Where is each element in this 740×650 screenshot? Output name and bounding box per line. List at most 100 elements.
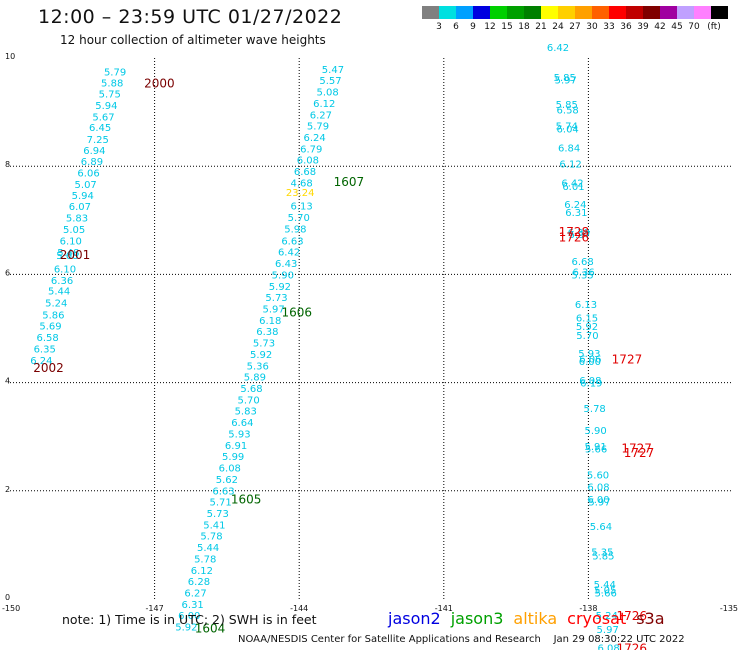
wave-height-value: 5.92	[250, 350, 272, 361]
y-tick-label: 4	[5, 377, 10, 386]
wave-height-value: 5.73	[207, 509, 229, 520]
wave-height-value: 6.89	[81, 157, 103, 168]
page-title: 12:00 – 23:59 UTC 01/27/2022	[38, 6, 343, 28]
wave-height-value: 5.90	[584, 426, 606, 437]
wave-height-value: 6.63	[212, 486, 234, 497]
pass-time-label: 1604	[195, 622, 226, 636]
wave-height-value: 5.44	[48, 287, 70, 298]
color-scale-label: 12	[484, 22, 496, 32]
pass-time-label: 1606	[282, 306, 313, 320]
color-scale-label: (ft)	[707, 22, 721, 32]
wave-height-value: 6.28	[188, 577, 210, 588]
wave-height-value: 6.00	[579, 357, 601, 368]
color-swatch	[694, 6, 711, 19]
wave-height-value: 5.89	[244, 373, 266, 384]
color-scale-label: 18	[518, 22, 530, 32]
wave-height-value: 5.88	[101, 78, 123, 89]
map-grid	[10, 58, 733, 599]
color-scale-label: 15	[501, 22, 513, 32]
y-tick-label: 6	[5, 268, 10, 277]
wave-height-value: 5.85	[592, 552, 614, 563]
wave-height-value: 6.06	[579, 354, 601, 365]
color-swatch	[456, 6, 473, 19]
source-credit: NOAA/NESDIS Center for Satellite Applica…	[238, 634, 685, 645]
pass-time-label: 1727	[612, 352, 643, 366]
pass-time-label: 2002	[33, 361, 64, 375]
wave-height-value: 6.94	[83, 146, 105, 157]
color-swatch	[643, 6, 660, 19]
wave-height-observations: 5.795.885.755.945.676.457.256.946.896.06…	[30, 43, 620, 650]
satellite-legend: jason2 jason3 altika cryosat s3a	[388, 609, 675, 628]
wave-height-value: 5.94	[72, 191, 94, 202]
wave-height-value: 5.66	[585, 445, 607, 456]
legend-item-jason2: jason2	[388, 609, 441, 628]
wave-height-value: 5.98	[284, 224, 306, 235]
wave-height-value: 6.08	[598, 644, 620, 650]
y-tick-label: 0	[5, 593, 10, 602]
pass-time-label: 1726	[559, 231, 590, 245]
x-tick-label: -147	[146, 604, 164, 613]
wave-height-value: 5.70	[288, 213, 310, 224]
wave-height-value: 6.84	[558, 143, 580, 154]
wave-height-value: 6.45	[89, 123, 111, 134]
axis-ticks: -150 -147 -144 -141 -138 -135 0 2 4 6 8 10	[2, 52, 738, 613]
color-swatch	[439, 6, 456, 19]
x-tick-label: -138	[579, 604, 597, 613]
wave-height-value: 6.12	[191, 566, 213, 577]
color-swatch	[677, 6, 694, 19]
wave-height-value: 5.07	[75, 180, 97, 191]
wave-height-value: 6.31	[182, 600, 204, 611]
wave-height-value: 6.91	[225, 441, 247, 452]
color-swatch	[660, 6, 677, 19]
wave-height-value: 6.42	[561, 178, 583, 189]
pass-time-label: 1728	[559, 225, 590, 239]
wave-height-value: 6.00	[587, 495, 609, 506]
wave-height-value: 6.36	[51, 276, 73, 287]
wave-height-value: 5.05	[594, 585, 616, 596]
wave-height-value: 5.86	[42, 310, 64, 321]
color-scale-label: 39	[637, 22, 649, 32]
wave-height-value: 5.78	[584, 404, 606, 415]
wave-height-value: 5.97	[555, 76, 577, 87]
wave-height-value: 5.92	[269, 282, 291, 293]
legend-item-altika: altika	[513, 609, 558, 628]
wave-height-value: 6.08	[297, 156, 319, 167]
wave-height-value: 6.42	[547, 43, 569, 54]
wave-height-value: 6.24	[30, 356, 52, 367]
wave-height-value: 5.44	[594, 580, 616, 591]
wave-height-value: 6.35	[34, 345, 56, 356]
wave-height-value: 4.68	[290, 178, 312, 189]
wave-height-value: 5.78	[200, 532, 222, 543]
wave-height-value: 5.75	[99, 90, 121, 101]
color-swatch	[558, 6, 575, 19]
wave-height-value: 5.05	[63, 225, 85, 236]
wave-height-value: 5.67	[92, 112, 114, 123]
wave-height-value: 5.73	[253, 339, 275, 350]
wave-height-value: 6.68	[571, 257, 593, 268]
page-subtitle: 12 hour collection of altimeter wave hei…	[60, 33, 326, 47]
wave-height-value: 6.24	[303, 133, 325, 144]
wave-height-value: 5.74	[556, 122, 578, 133]
wave-height-value: 5.35	[591, 547, 613, 558]
wave-height-value: 5.93	[578, 349, 600, 360]
wave-height-value: 5.70	[576, 331, 598, 342]
wave-height-value: 5.08	[317, 88, 339, 99]
color-scale-label: 27	[569, 22, 581, 32]
wave-height-value: 6.42	[278, 248, 300, 259]
wave-height-value: 5.90	[272, 270, 294, 281]
y-tick-label: 10	[5, 52, 15, 61]
wave-height-value: 5.71	[210, 498, 232, 509]
wave-height-value: 6.79	[300, 144, 322, 155]
pass-time-label: 1607	[334, 175, 365, 189]
wave-height-value: 6.01	[562, 182, 584, 193]
wave-height-value: 6.38	[568, 228, 590, 239]
color-swatch	[524, 6, 541, 19]
wave-height-value: 6.07	[69, 202, 91, 213]
wave-height-value: 5.79	[104, 68, 126, 79]
wave-height-value: 5.24	[596, 611, 618, 622]
wave-height-value: 5.66	[595, 589, 617, 600]
color-scale-label: 36	[620, 22, 632, 32]
wave-height-value: 5.60	[587, 471, 609, 482]
color-scale-label: 42	[654, 22, 666, 32]
pass-time-label: 2001	[60, 248, 91, 262]
